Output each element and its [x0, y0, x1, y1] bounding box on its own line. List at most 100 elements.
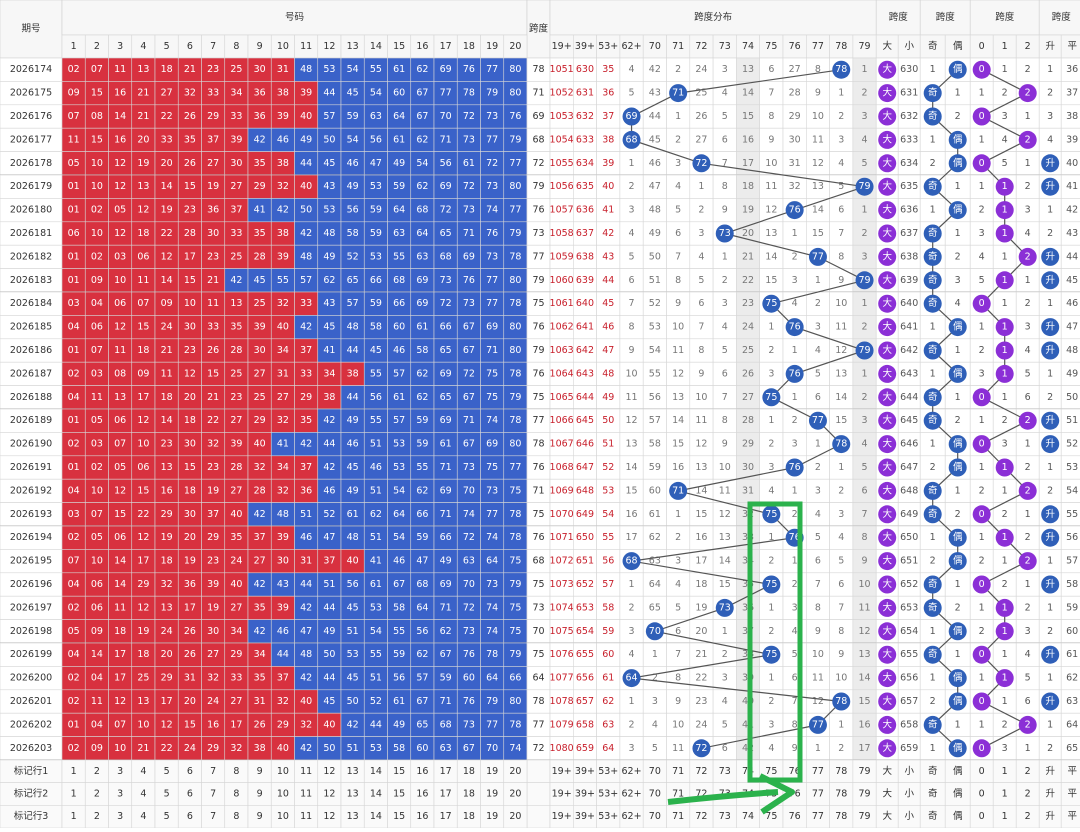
number: 35 [230, 322, 242, 333]
footer-column-label: 偶 [953, 810, 963, 822]
number: 28 [230, 462, 242, 473]
mod3-hit: 0 [979, 743, 985, 754]
number: 40 [277, 743, 289, 754]
footer-column-label: 8 [233, 789, 239, 800]
number: 04 [68, 579, 80, 590]
number: 80 [509, 64, 521, 75]
number: 19 [161, 205, 173, 216]
distribution-value: 1 [862, 205, 868, 216]
distribution-value: 64 [649, 579, 661, 590]
size-hit: 大 [882, 742, 892, 754]
number: 28 [254, 251, 266, 262]
column-header: 12 [323, 41, 335, 52]
distribution-value: 5 [675, 602, 681, 613]
number: 54 [393, 532, 405, 543]
number: 31 [277, 64, 289, 75]
distribution-value: 1 [815, 439, 821, 450]
number: 41 [254, 205, 266, 216]
period: 2026196 [10, 579, 52, 590]
footer-column-label: 3 [117, 766, 123, 777]
distribution-hit: 75 [765, 509, 777, 520]
parity-hit: 奇 [928, 578, 938, 590]
span: 76 [532, 205, 544, 216]
number: 15 [207, 368, 219, 379]
column-header: 2 [1025, 41, 1031, 52]
parity-hit: 奇 [928, 250, 938, 262]
distribution-value: 63 [602, 719, 614, 730]
number: 11 [161, 368, 173, 379]
distribution-value: 47 [602, 345, 614, 356]
number: 75 [509, 602, 521, 613]
distribution-value: 3 [698, 228, 704, 239]
number: 18 [161, 64, 173, 75]
column-header: 76 [789, 41, 801, 52]
distribution-value: 631 [576, 88, 594, 99]
parity-hit: 偶 [953, 133, 963, 145]
number: 77 [509, 158, 521, 169]
number: 52 [323, 509, 335, 520]
number: 33 [300, 298, 312, 309]
number: 46 [347, 158, 359, 169]
number: 38 [277, 228, 289, 239]
footer-column-label: 14 [370, 811, 382, 822]
number: 42 [277, 205, 289, 216]
number: 32 [230, 743, 242, 754]
distribution-value: 651 [576, 556, 594, 567]
number: 10 [137, 439, 149, 450]
trend-hit: 升 [1045, 415, 1055, 426]
parity-hit: 奇 [928, 648, 938, 660]
number: 40 [300, 111, 312, 122]
column-header: 5 [164, 41, 170, 52]
number: 42 [300, 322, 312, 333]
number: 69 [440, 181, 452, 192]
number: 41 [277, 439, 289, 450]
distribution-value: 9 [722, 439, 728, 450]
number: 02 [68, 696, 80, 707]
parity-value: 1 [955, 345, 961, 356]
size-value: 634 [900, 158, 918, 169]
mod3-value: 4 [979, 251, 985, 262]
distribution-value: 2 [675, 64, 681, 75]
size-value: 642 [900, 345, 918, 356]
number: 72 [463, 111, 475, 122]
number: 65 [440, 345, 452, 356]
footer-column-label: 53+ [598, 811, 618, 822]
size-value: 630 [900, 64, 918, 75]
number: 48 [300, 649, 312, 660]
number: 32 [300, 719, 312, 730]
distribution-value: 3 [722, 64, 728, 75]
number: 06 [137, 462, 149, 473]
size-value: 653 [900, 602, 918, 613]
number: 61 [393, 392, 405, 403]
distribution-value: 65 [649, 602, 661, 613]
number: 77 [486, 719, 498, 730]
size-hit: 大 [882, 672, 892, 684]
number: 26 [207, 345, 219, 356]
distribution-value: 1 [838, 719, 844, 730]
number: 42 [323, 462, 335, 473]
size-hit: 大 [882, 718, 892, 730]
number: 39 [230, 439, 242, 450]
column-header: 74 [742, 41, 754, 52]
parity-hit: 奇 [928, 508, 938, 520]
distribution-value: 22 [695, 673, 707, 684]
column-header: 1 [1002, 41, 1008, 52]
number: 79 [486, 88, 498, 99]
number: 48 [347, 532, 359, 543]
number: 60 [393, 322, 405, 333]
number: 75 [486, 392, 498, 403]
size-value: 639 [900, 275, 918, 286]
parity-hit: 偶 [953, 204, 963, 216]
number: 80 [509, 322, 521, 333]
footer-column-label: 11 [300, 789, 312, 800]
distribution-value: 14 [835, 392, 847, 403]
number: 74 [486, 626, 498, 637]
number: 18 [184, 485, 196, 496]
number: 10 [114, 743, 126, 754]
numbers-header: 号码 [285, 12, 304, 23]
distribution-value: 25 [695, 88, 707, 99]
period: 2026198 [10, 626, 52, 637]
distribution-value: 6 [815, 392, 821, 403]
distribution-hit: 71 [672, 88, 684, 99]
period: 2026200 [10, 673, 52, 684]
